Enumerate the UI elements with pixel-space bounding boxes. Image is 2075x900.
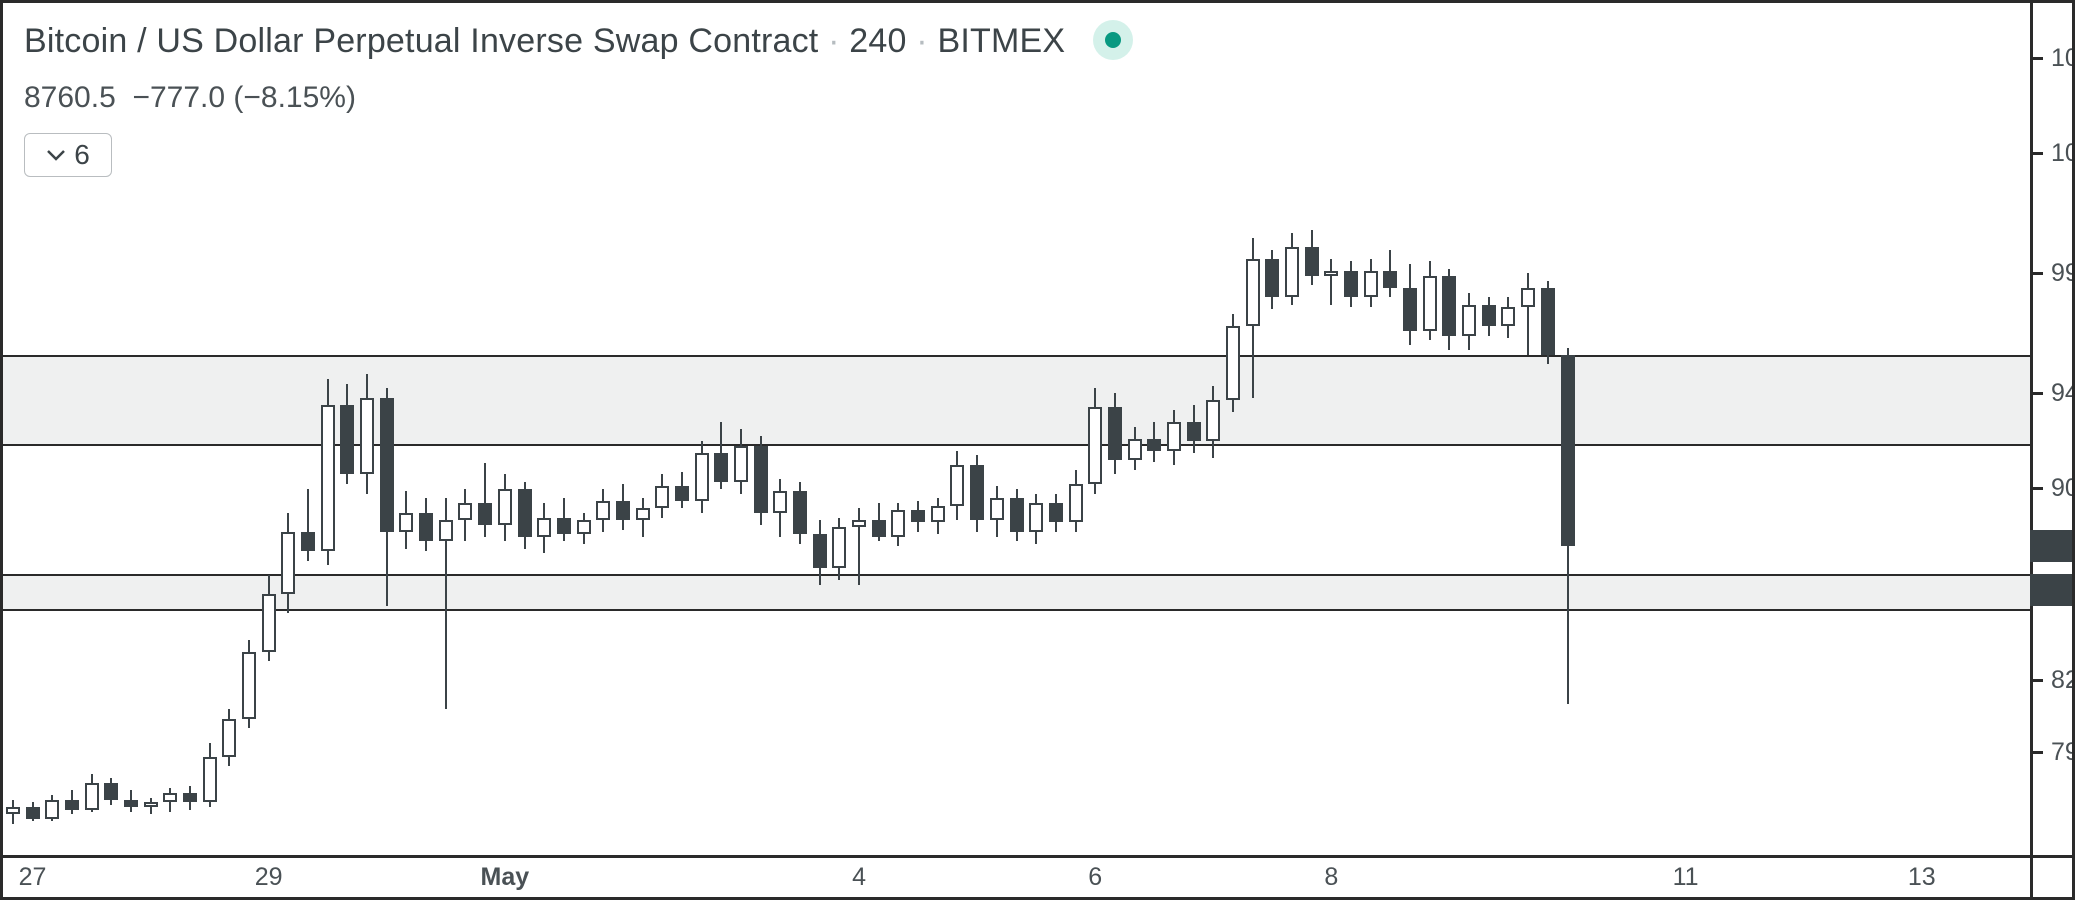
candle	[1442, 3, 1456, 855]
candle	[1561, 3, 1575, 855]
y-tick: 10400.0	[2033, 142, 2075, 166]
candle	[1462, 3, 1476, 855]
market-status-icon	[1093, 20, 1133, 60]
chart-title-line: Bitcoin / US Dollar Perpetual Inverse Sw…	[24, 20, 1133, 61]
candle	[1521, 3, 1535, 855]
candle	[1187, 3, 1201, 855]
symbol-name[interactable]: Bitcoin / US Dollar Perpetual Inverse Sw…	[24, 22, 818, 60]
candle	[6, 3, 20, 855]
indicators-collapse-button[interactable]: 6	[24, 133, 112, 177]
candle	[1285, 3, 1299, 855]
indicators-count: 6	[74, 139, 90, 171]
candle	[1501, 3, 1515, 855]
y-axis[interactable]: USD 10800.010400.09900.09400.09000.08760…	[2030, 3, 2075, 855]
price-stats: 8760.5 −777.0 (−8.15%)	[24, 81, 1133, 115]
y-tick: 9900.0	[2033, 261, 2075, 285]
x-tick: 13	[1908, 858, 1936, 897]
x-tick: 8	[1324, 858, 1338, 897]
x-tick: 11	[1673, 858, 1699, 897]
exchange-label[interactable]: BITMEX	[937, 22, 1065, 60]
x-tick: 6	[1088, 858, 1102, 897]
candle	[1344, 3, 1358, 855]
x-tick: 29	[255, 858, 283, 897]
price-badge: 03:11:57	[2030, 574, 2075, 606]
y-tick: 9400.0	[2033, 381, 2075, 405]
candle	[1541, 3, 1555, 855]
y-tick: 9000.0	[2033, 477, 2075, 501]
change-abs: −777.0	[132, 81, 225, 114]
interval-label[interactable]: 240	[849, 22, 906, 60]
candle	[1167, 3, 1181, 855]
chart-root: USD 10800.010400.09900.09400.09000.08760…	[0, 0, 2075, 900]
settings-button[interactable]	[2030, 855, 2075, 897]
change-pct: (−8.15%)	[233, 81, 356, 114]
x-tick: 27	[19, 858, 47, 897]
candle	[1226, 3, 1240, 855]
price-badge: 8760.5	[2030, 530, 2075, 562]
candle	[1206, 3, 1220, 855]
y-tick: 8200.0	[2033, 668, 2075, 692]
last-price: 8760.5	[24, 81, 116, 114]
chevron-down-icon	[46, 148, 66, 162]
candle	[1423, 3, 1437, 855]
chart-header: Bitcoin / US Dollar Perpetual Inverse Sw…	[24, 20, 1133, 177]
title-sep-2: ·	[916, 22, 928, 60]
candle	[1305, 3, 1319, 855]
candle	[1246, 3, 1260, 855]
y-tick: 10800.0	[2033, 46, 2075, 70]
candle	[1482, 3, 1496, 855]
title-sep-1: ·	[828, 22, 840, 60]
y-tick: 7900.0	[2033, 740, 2075, 764]
candle	[1265, 3, 1279, 855]
candle	[1364, 3, 1378, 855]
candle	[1324, 3, 1338, 855]
x-axis[interactable]: 27 29 May 4 6 8 11 13	[3, 855, 2030, 897]
x-tick: 4	[852, 858, 866, 897]
candle	[1147, 3, 1161, 855]
candle	[1403, 3, 1417, 855]
x-tick: May	[481, 858, 530, 897]
candle	[1383, 3, 1397, 855]
